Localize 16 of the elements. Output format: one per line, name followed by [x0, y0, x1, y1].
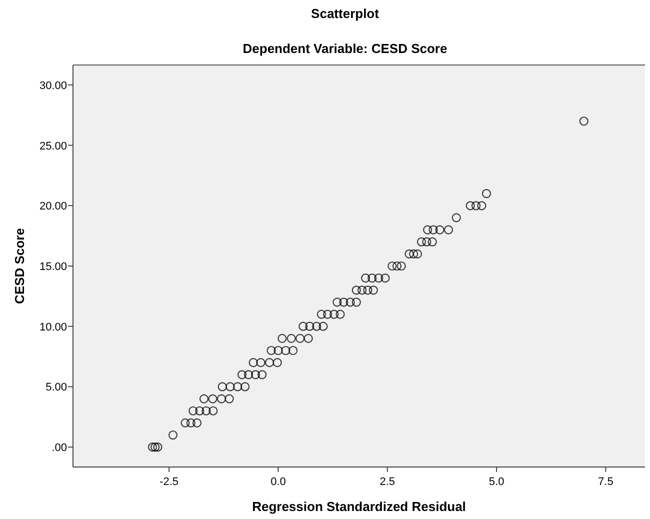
y-tick-label: 10.00	[39, 321, 67, 334]
x-tick-label: 7.5	[598, 476, 614, 488]
y-tick-label: 15.00	[39, 261, 67, 273]
y-tick-label: .00	[52, 442, 67, 454]
y-tick-label: 30.00	[39, 80, 67, 92]
chart-title: Scatterplot	[311, 6, 380, 21]
chart-subtitle: Dependent Variable: CESD Score	[242, 41, 448, 56]
y-tick-label: 25.00	[39, 140, 67, 152]
x-tick-label: 5.0	[488, 476, 504, 488]
x-tick-label: 2.5	[380, 476, 396, 488]
y-axis-title: CESD Score	[12, 228, 27, 304]
y-tick-label: 20.00	[39, 200, 67, 213]
x-tick-label: 0.0	[270, 476, 286, 488]
y-tick-label: 5.00	[46, 382, 67, 394]
x-tick-label: -2.5	[160, 476, 179, 488]
x-axis-title: Regression Standardized Residual	[252, 499, 466, 514]
